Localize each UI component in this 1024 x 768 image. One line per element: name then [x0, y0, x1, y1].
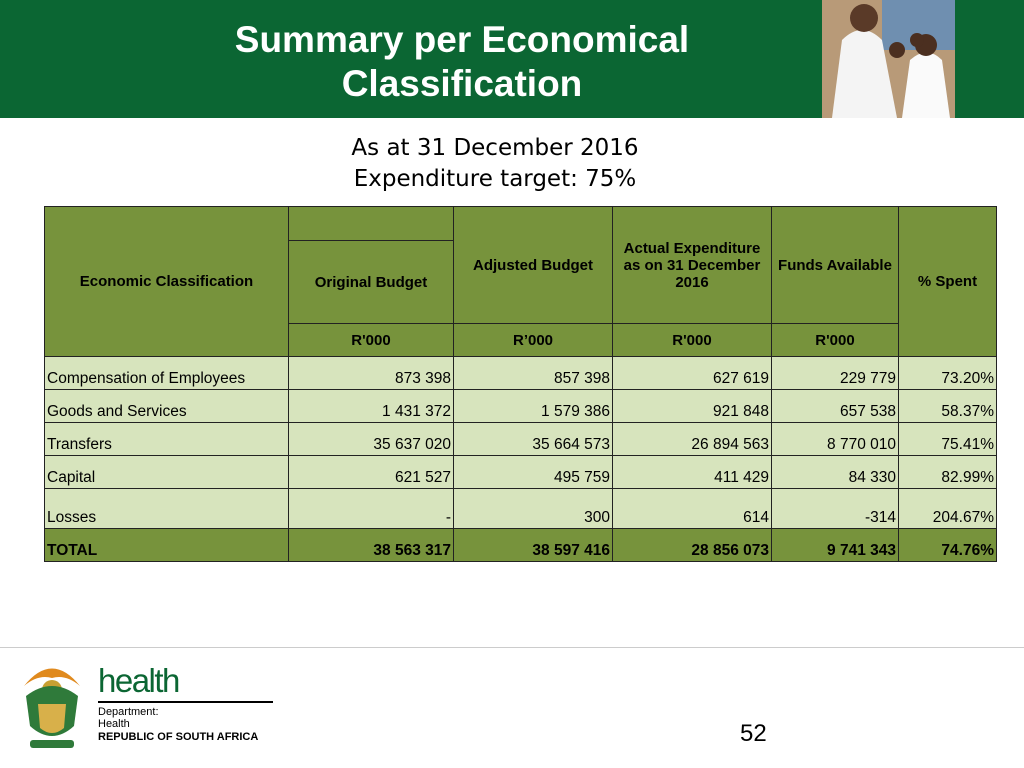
- table-cell: Losses: [44, 488, 289, 529]
- table-cell: 627 619: [612, 356, 772, 390]
- column-header: Economic Classification: [44, 206, 289, 357]
- subtitle: As at 31 December 2016: [351, 135, 639, 161]
- table-cell: Transfers: [44, 422, 289, 456]
- table-cell: 73.20%: [898, 356, 997, 390]
- unit-header: R'000: [612, 323, 772, 357]
- column-header: Adjusted Budget: [453, 206, 613, 324]
- column-header: Funds Available: [771, 206, 899, 324]
- column-header: Original Budget: [288, 240, 454, 324]
- title: Summary per Economical Classification: [234, 19, 690, 104]
- total-cell: 38 597 416: [453, 528, 613, 562]
- table-cell: Capital: [44, 455, 289, 489]
- unit-header: R'000: [288, 323, 454, 357]
- total-cell: 74.76%: [898, 528, 997, 562]
- table-cell: 82.99%: [898, 455, 997, 489]
- table-cell: 8 770 010: [771, 422, 899, 456]
- table-cell: 857 398: [453, 356, 613, 390]
- table-cell: 84 330: [771, 455, 899, 489]
- table-cell: 300: [453, 488, 613, 529]
- table-cell: 614: [612, 488, 772, 529]
- table-cell: 873 398: [288, 356, 454, 390]
- coat-of-arms: [24, 668, 80, 748]
- country: REPUBLIC OF SOUTH AFRICA: [98, 731, 259, 743]
- table-cell: 1 431 372: [288, 389, 454, 423]
- table-cell: Compensation of Employees: [44, 356, 289, 390]
- page-number: 52: [740, 720, 767, 747]
- subtitle: Expenditure target: 75%: [353, 166, 637, 192]
- table-cell: 621 527: [288, 455, 454, 489]
- table-cell: 204.67%: [898, 488, 997, 529]
- table-cell: 921 848: [612, 389, 772, 423]
- table-cell: 26 894 563: [612, 422, 772, 456]
- unit-header: R'000: [771, 323, 899, 357]
- header-blank: [288, 206, 454, 241]
- column-header: Actual Expenditure as on 31 December 201…: [612, 206, 772, 324]
- total-cell: TOTAL: [44, 528, 289, 562]
- table-cell: -314: [771, 488, 899, 529]
- brand-rule: [98, 701, 273, 703]
- table-cell: 35 637 020: [288, 422, 454, 456]
- unit-header: R’000: [453, 323, 613, 357]
- brand: health: [98, 662, 180, 699]
- table-cell: 75.41%: [898, 422, 997, 456]
- department-label: Department:: [98, 706, 159, 718]
- divider: [0, 647, 1024, 648]
- table-cell: 495 759: [453, 455, 613, 489]
- table-cell: 35 664 573: [453, 422, 613, 456]
- table-cell: 1 579 386: [453, 389, 613, 423]
- table-cell: 411 429: [612, 455, 772, 489]
- total-cell: 9 741 343: [771, 528, 899, 562]
- table-cell: -: [288, 488, 454, 529]
- total-cell: 38 563 317: [288, 528, 454, 562]
- total-cell: 28 856 073: [612, 528, 772, 562]
- table-cell: Goods and Services: [44, 389, 289, 423]
- table-cell: 229 779: [771, 356, 899, 390]
- photo: [822, 0, 955, 118]
- table-cell: 657 538: [771, 389, 899, 423]
- column-header: % Spent: [898, 206, 997, 357]
- department-name: Health: [98, 718, 130, 730]
- table-cell: 58.37%: [898, 389, 997, 423]
